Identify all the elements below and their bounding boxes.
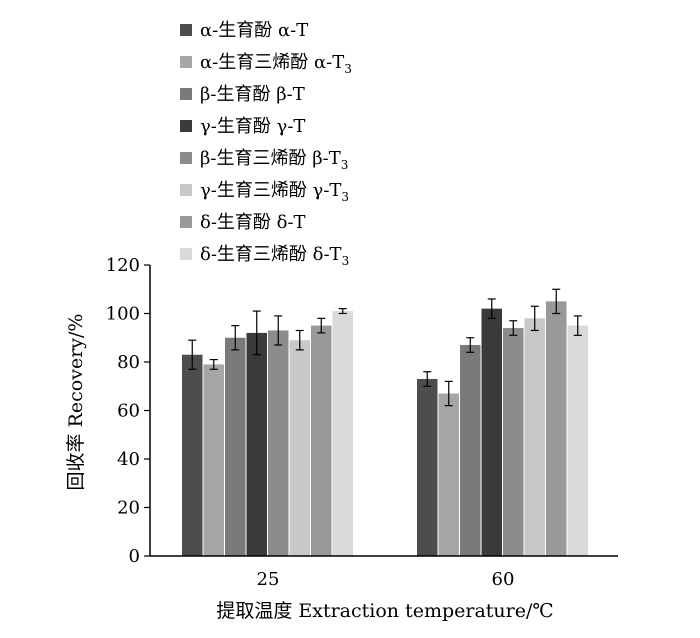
error-bar (466, 337, 475, 353)
legend-swatch (180, 248, 192, 260)
legend-item: δ-生育酚 δ-T (180, 212, 306, 233)
y-tick-label: 0 (129, 546, 140, 567)
legend-item: β-生育三烯酚 β-T3 (180, 148, 348, 172)
legend-swatch (180, 120, 192, 132)
bar (503, 328, 524, 556)
error-bar (252, 310, 261, 356)
bar (311, 325, 332, 556)
legend-item: α-生育酚 α-T (180, 20, 308, 41)
legend-item: δ-生育三烯酚 δ-T3 (180, 244, 349, 268)
error-bar (338, 308, 347, 315)
error-bar (509, 320, 518, 336)
y-tick-label: 100 (106, 304, 140, 325)
x-axis-label: 提取温度 Extraction temperature/℃ (216, 600, 553, 622)
bars (182, 288, 588, 556)
error-bar (487, 298, 496, 319)
x-tick-label: 25 (257, 569, 280, 590)
y-tick-label: 20 (117, 498, 140, 519)
bar (203, 364, 224, 556)
legend-item: γ-生育酚 γ-T (180, 116, 305, 137)
bar (225, 337, 246, 556)
legend-swatch (180, 152, 192, 164)
error-bar (552, 288, 561, 315)
error-bar (444, 380, 453, 407)
legend-label: α-生育酚 α-T (200, 20, 308, 41)
error-bar (317, 317, 326, 334)
legend-label: γ-生育三烯酚 γ-T3 (200, 180, 349, 204)
y-tick-label: 60 (117, 401, 140, 422)
bar (567, 325, 588, 556)
bar (268, 330, 289, 556)
legend-item: γ-生育三烯酚 γ-T3 (180, 180, 349, 204)
axes: 0 20 40 60 80 100 120 25 60 (106, 255, 618, 590)
bar (546, 301, 567, 556)
error-bar (274, 315, 283, 346)
legend-label: α-生育三烯酚 α-T3 (200, 52, 352, 76)
y-tick-label: 120 (106, 255, 140, 276)
legend-label: δ-生育酚 δ-T (200, 212, 306, 233)
legend-label: γ-生育酚 γ-T (200, 116, 305, 137)
legend-swatch (180, 216, 192, 228)
bar (481, 308, 502, 556)
bar (289, 340, 310, 556)
error-bar (573, 315, 582, 336)
legend-swatch (180, 184, 192, 196)
bar (524, 318, 545, 556)
bar (438, 393, 459, 556)
error-bar (530, 305, 539, 332)
bar (460, 345, 481, 556)
y-tick-label: 80 (117, 352, 140, 373)
y-tick-label: 40 (117, 449, 140, 470)
y-axis-label: 回收率 Recovery/% (65, 314, 87, 491)
legend-swatch (180, 24, 192, 36)
x-tick-label: 60 (492, 569, 515, 590)
legend-label: β-生育三烯酚 β-T3 (200, 148, 348, 172)
bar (332, 311, 353, 556)
error-bar (188, 339, 197, 370)
legend: α-生育酚 α-T α-生育三烯酚 α-T3 β-生育酚 β-T γ-生育酚 γ-T β… (180, 20, 352, 268)
legend-label: β-生育酚 β-T (200, 84, 305, 105)
bar (417, 378, 438, 556)
error-bar (231, 325, 240, 351)
legend-item: β-生育酚 β-T (180, 84, 305, 105)
legend-swatch (180, 88, 192, 100)
legend-swatch (180, 56, 192, 68)
error-bar (423, 371, 432, 387)
legend-item: α-生育三烯酚 α-T3 (180, 52, 352, 76)
bar (246, 332, 267, 556)
legend-label: δ-生育三烯酚 δ-T3 (200, 244, 349, 268)
bar (182, 354, 203, 556)
error-bar (295, 329, 304, 351)
error-bar (209, 358, 218, 370)
